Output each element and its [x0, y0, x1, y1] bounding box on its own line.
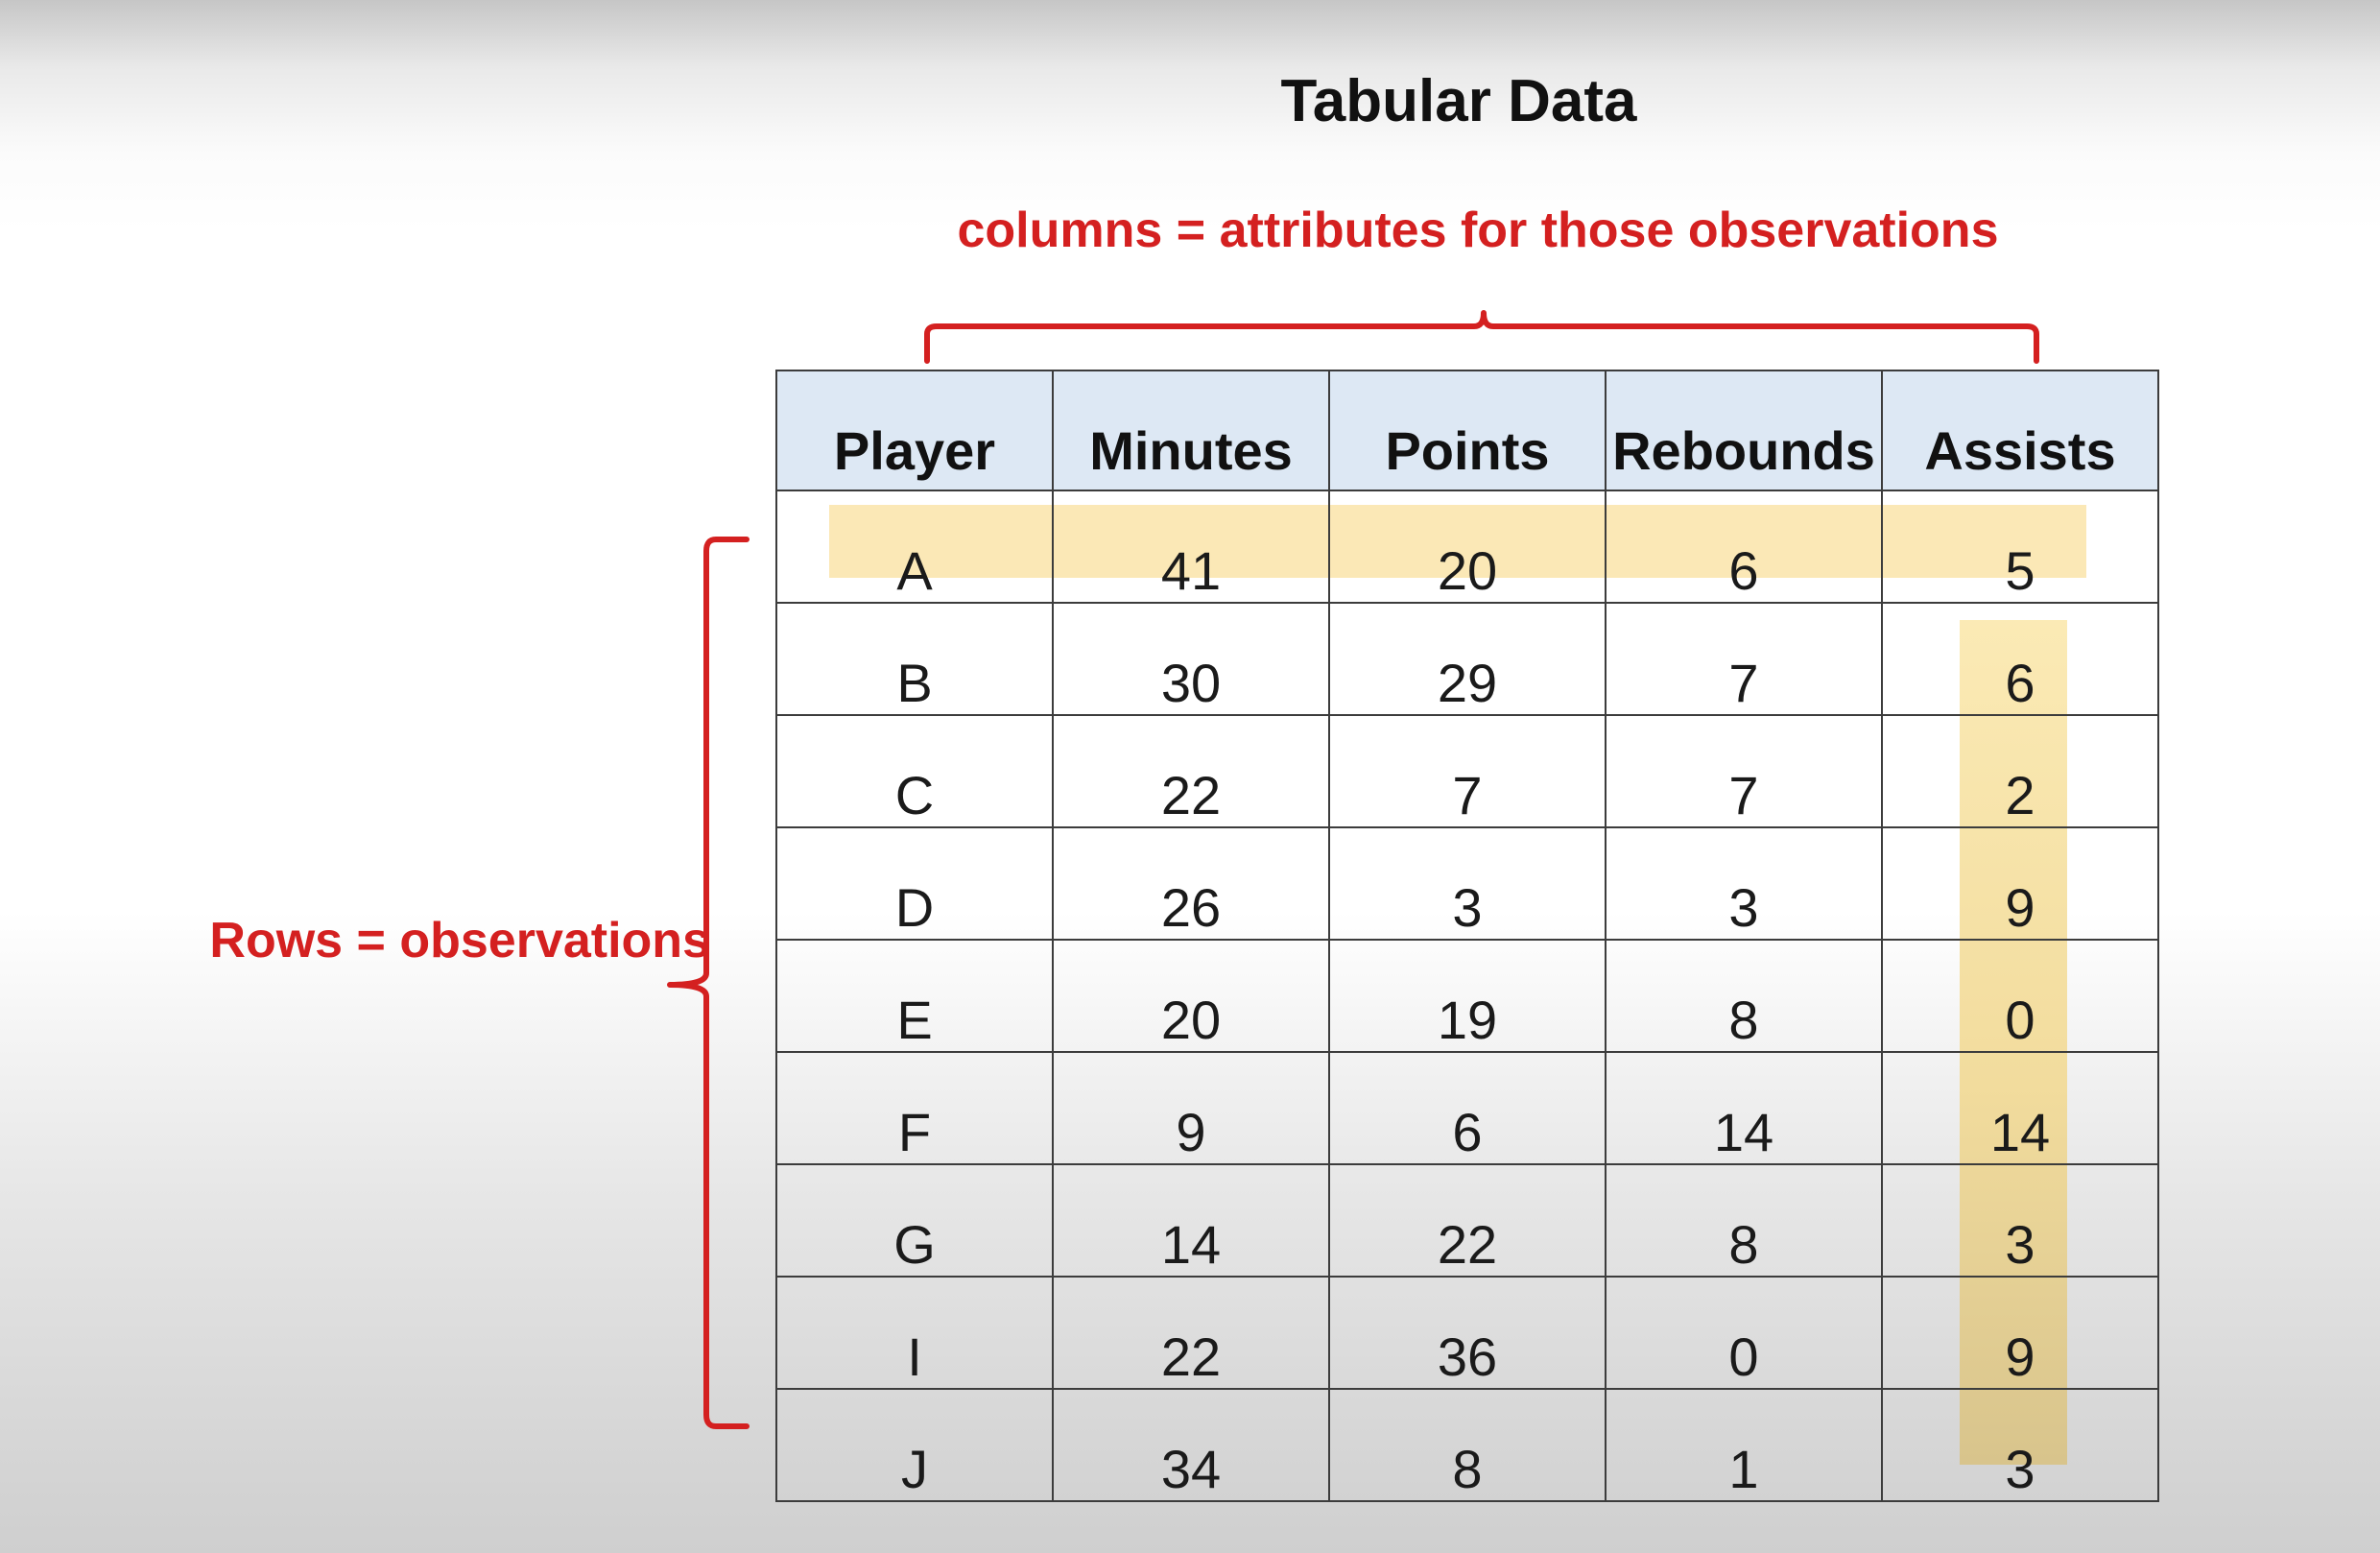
cell-player: C: [775, 714, 1054, 828]
cell-player: A: [775, 490, 1054, 604]
table-row: F 9 6 14 14: [775, 1051, 2159, 1165]
cell-player: J: [775, 1388, 1054, 1502]
cell-minutes: 9: [1052, 1051, 1330, 1165]
cell-assists: 9: [1881, 826, 2159, 941]
cell-rebounds: 1: [1605, 1388, 1883, 1502]
cell-player: B: [775, 602, 1054, 716]
cell-minutes: 26: [1052, 826, 1330, 941]
cell-points: 6: [1328, 1051, 1606, 1165]
cell-player: D: [775, 826, 1054, 941]
cell-minutes: 22: [1052, 714, 1330, 828]
cell-player: E: [775, 939, 1054, 1053]
header-row: Player Minutes Points Rebounds Assists: [775, 370, 2159, 491]
slide-title: Tabular Data: [1280, 68, 1637, 134]
table-row: J 34 8 1 3: [775, 1388, 2159, 1502]
cell-assists: 2: [1881, 714, 2159, 828]
rows-annotation: Rows = observations: [209, 913, 710, 968]
header-minutes: Minutes: [1052, 370, 1330, 491]
cell-minutes: 20: [1052, 939, 1330, 1053]
cell-points: 7: [1328, 714, 1606, 828]
cell-minutes: 14: [1052, 1163, 1330, 1278]
cell-assists: 6: [1881, 602, 2159, 716]
table-row: A 41 20 6 5: [775, 490, 2159, 604]
table-row: G 14 22 8 3: [775, 1163, 2159, 1278]
cell-rebounds: 3: [1605, 826, 1883, 941]
cell-minutes: 34: [1052, 1388, 1330, 1502]
cell-points: 22: [1328, 1163, 1606, 1278]
rows-brace-path: [667, 537, 750, 1429]
cell-assists: 3: [1881, 1388, 2159, 1502]
cell-points: 29: [1328, 602, 1606, 716]
cell-player: I: [775, 1276, 1054, 1390]
cell-rebounds: 6: [1605, 490, 1883, 604]
cell-minutes: 30: [1052, 602, 1330, 716]
cell-assists: 5: [1881, 490, 2159, 604]
header-player: Player: [775, 370, 1054, 491]
cell-player: G: [775, 1163, 1054, 1278]
header-rebounds: Rebounds: [1605, 370, 1883, 491]
cell-player: F: [775, 1051, 1054, 1165]
cell-points: 36: [1328, 1276, 1606, 1390]
cell-minutes: 22: [1052, 1276, 1330, 1390]
cell-assists: 9: [1881, 1276, 2159, 1390]
cell-rebounds: 7: [1605, 714, 1883, 828]
cell-rebounds: 8: [1605, 939, 1883, 1053]
table-row: B 30 29 7 6: [775, 602, 2159, 716]
cell-minutes: 41: [1052, 490, 1330, 604]
cell-rebounds: 0: [1605, 1276, 1883, 1390]
cell-assists: 14: [1881, 1051, 2159, 1165]
header-points: Points: [1328, 370, 1606, 491]
cell-rebounds: 7: [1605, 602, 1883, 716]
table-row: D 26 3 3 9: [775, 826, 2159, 941]
header-assists: Assists: [1881, 370, 2159, 491]
table-row: C 22 7 7 2: [775, 714, 2159, 828]
cell-rebounds: 8: [1605, 1163, 1883, 1278]
cell-points: 19: [1328, 939, 1606, 1053]
cell-rebounds: 14: [1605, 1051, 1883, 1165]
cell-assists: 0: [1881, 939, 2159, 1053]
data-table: Player Minutes Points Rebounds Assists A…: [775, 370, 2159, 1502]
cell-points: 20: [1328, 490, 1606, 604]
cell-points: 3: [1328, 826, 1606, 941]
columns-annotation: columns = attributes for those observati…: [957, 203, 1999, 258]
columns-brace-path: [924, 310, 2039, 364]
table-row: I 22 36 0 9: [775, 1276, 2159, 1390]
cell-assists: 3: [1881, 1163, 2159, 1278]
table-row: E 20 19 8 0: [775, 939, 2159, 1053]
cell-points: 8: [1328, 1388, 1606, 1502]
